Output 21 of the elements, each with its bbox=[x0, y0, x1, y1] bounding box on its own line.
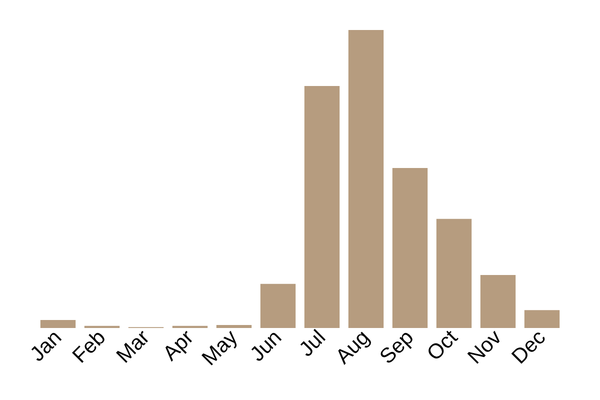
x-tick-label: Jan bbox=[26, 326, 66, 366]
bar bbox=[216, 325, 252, 328]
bar bbox=[392, 168, 428, 328]
x-tick-label: Apr bbox=[158, 326, 198, 366]
x-tick-label: Dec bbox=[507, 326, 550, 369]
bar bbox=[348, 30, 384, 328]
x-tick-label: Nov bbox=[463, 326, 506, 369]
x-tick-label: Jun bbox=[246, 326, 286, 366]
x-tick-label: Aug bbox=[331, 326, 374, 369]
x-tick-label: May bbox=[198, 326, 242, 370]
bar bbox=[304, 86, 340, 328]
x-tick-label: Feb bbox=[68, 326, 110, 368]
bar bbox=[436, 218, 472, 328]
x-tick-label: Sep bbox=[375, 326, 418, 369]
x-tick-label: Oct bbox=[422, 326, 462, 366]
x-tick-label: Mar bbox=[112, 326, 154, 368]
bar bbox=[40, 320, 76, 328]
x-tick-label: Jul bbox=[294, 326, 330, 362]
bar bbox=[480, 274, 516, 328]
bar bbox=[260, 284, 296, 328]
bar bbox=[524, 310, 560, 328]
